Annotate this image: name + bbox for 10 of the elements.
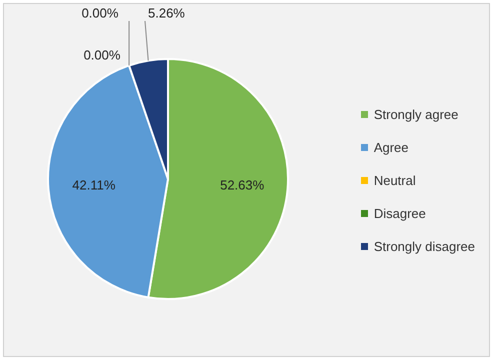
data-label: 42.11%: [72, 178, 116, 193]
legend-label: Neutral: [374, 172, 416, 188]
legend-label: Strongly agree: [374, 106, 458, 122]
legend-label: Strongly disagree: [374, 238, 475, 254]
text: 0.00%: [82, 6, 118, 20]
legend-label: Disagree: [374, 206, 426, 220]
text: 0.00%: [84, 48, 120, 62]
data-label: 5.26%: [148, 6, 186, 20]
data-label: 52.63%: [220, 178, 265, 193]
legend-label: Agree: [374, 140, 409, 154]
